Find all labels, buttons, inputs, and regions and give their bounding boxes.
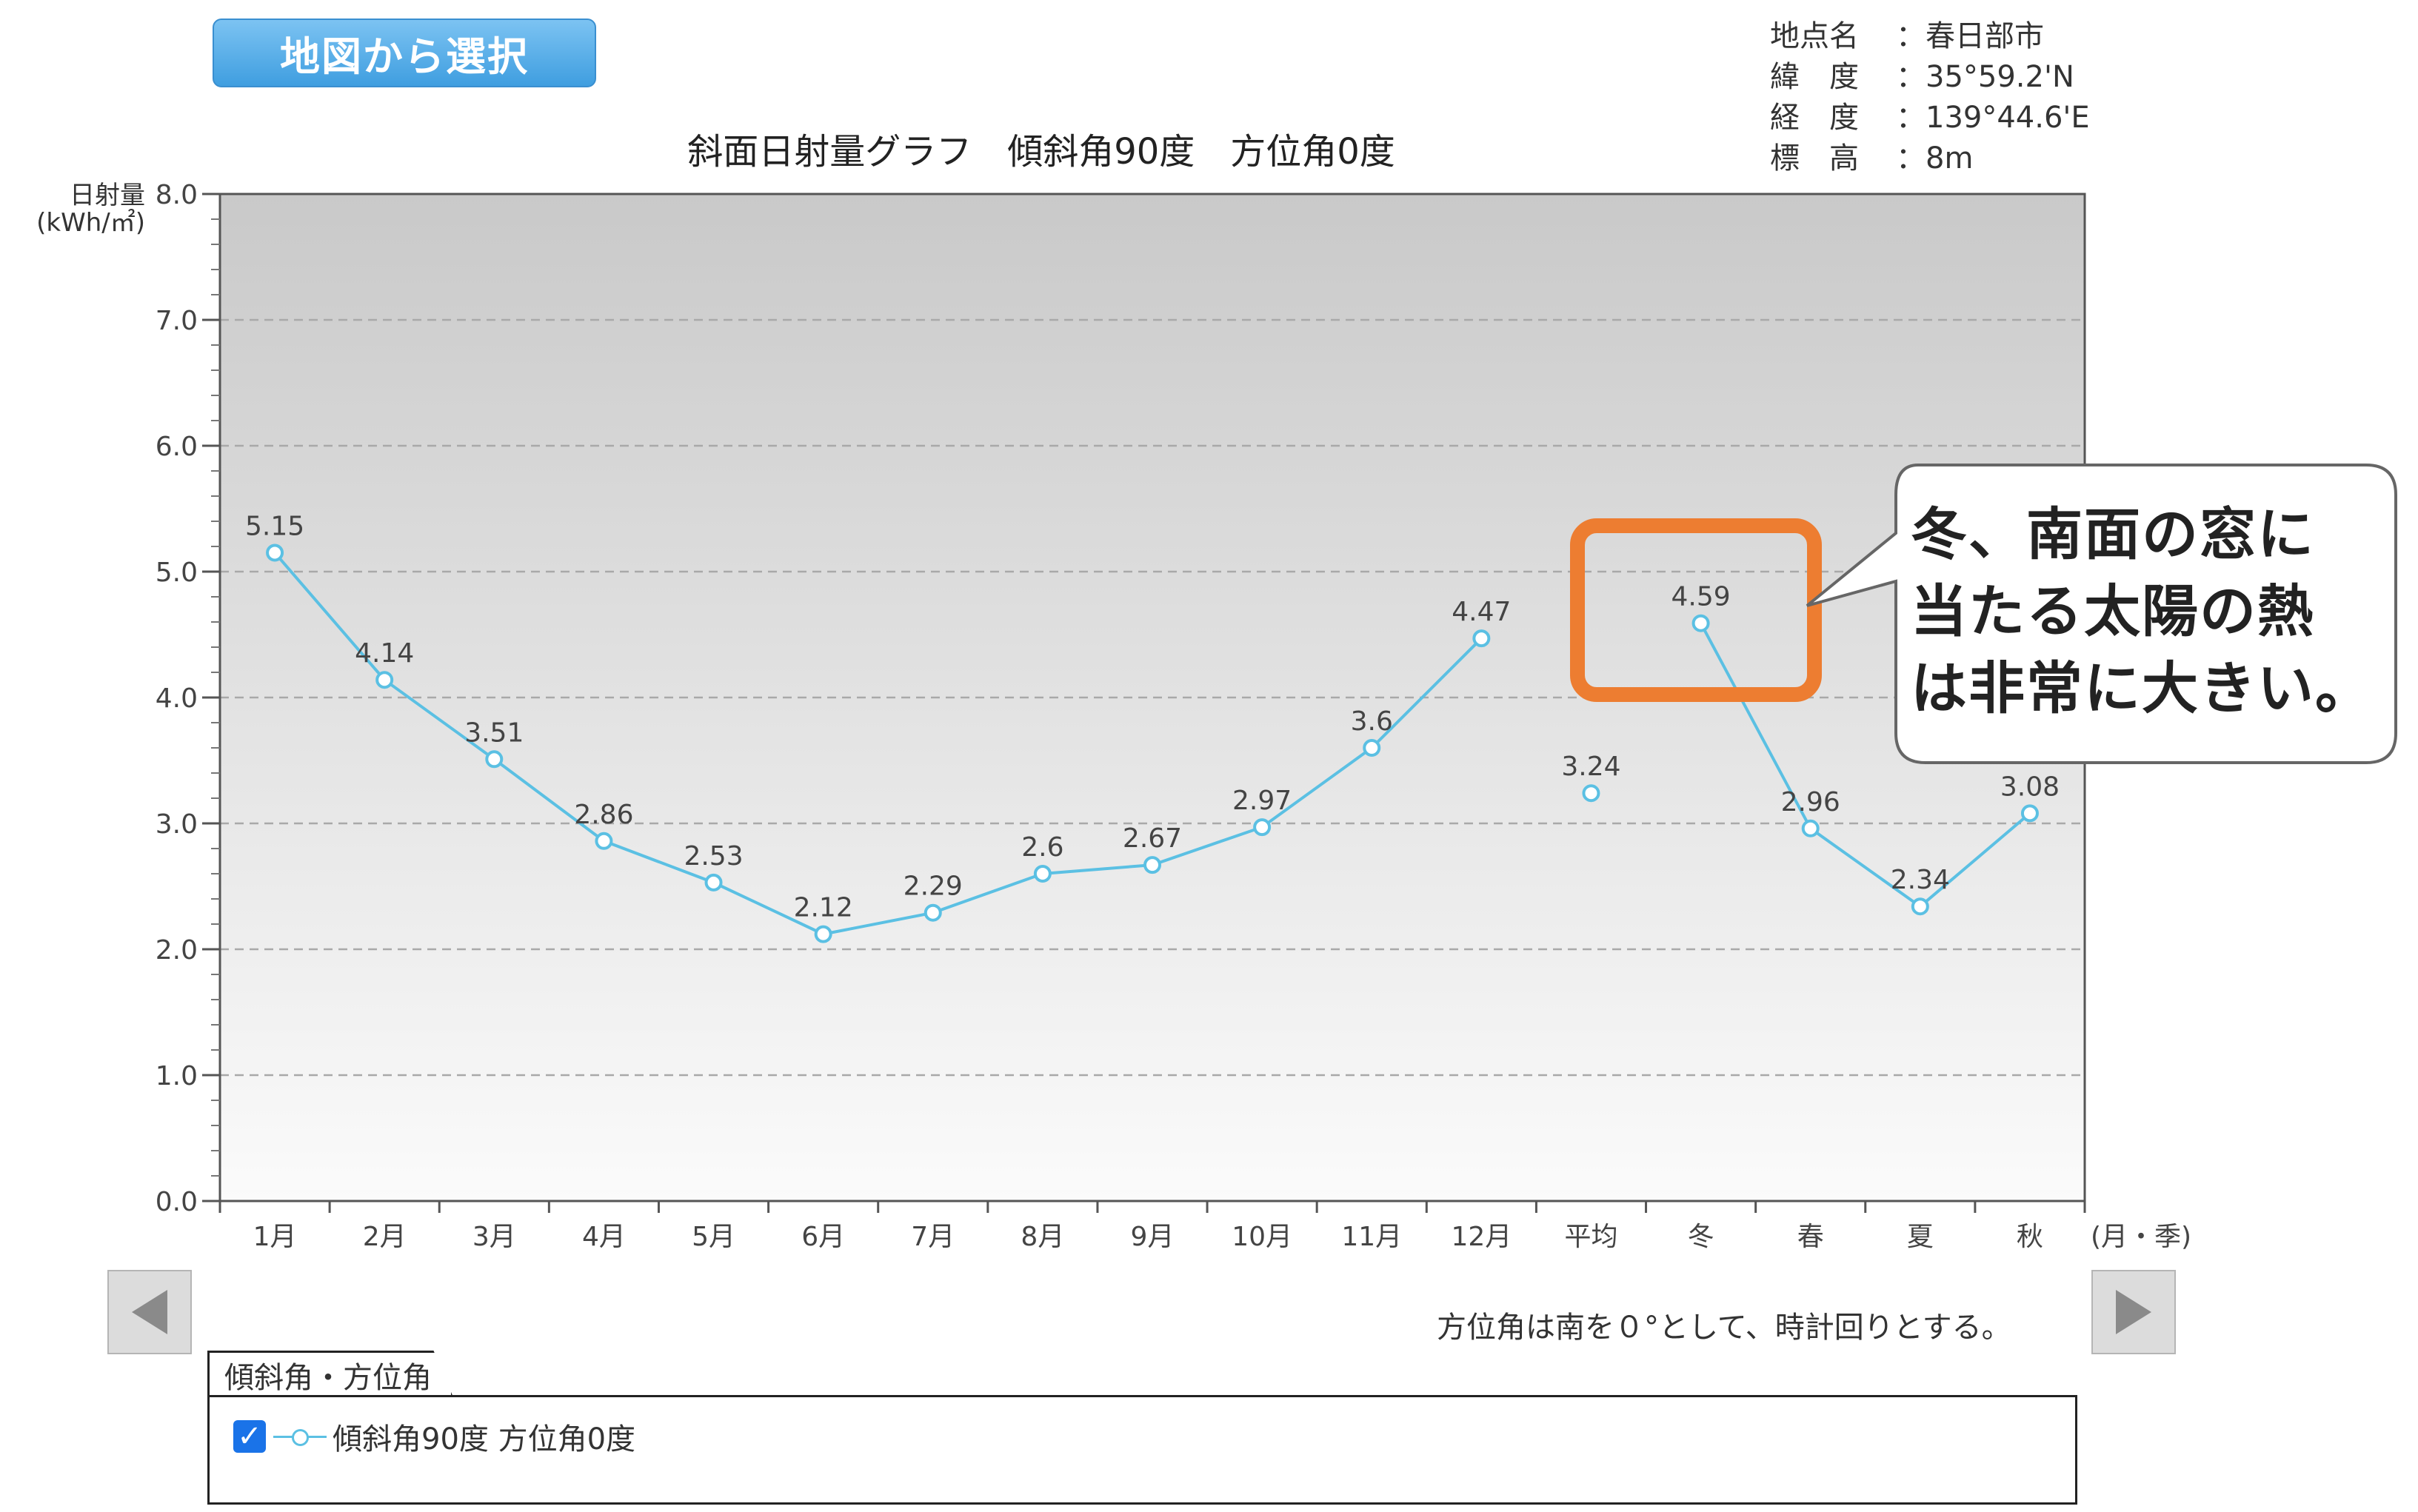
- data-label: 4.14: [355, 638, 414, 669]
- y-tick-label: 7.0: [156, 306, 198, 336]
- data-point: [485, 750, 504, 769]
- data-label: 2.97: [1232, 786, 1292, 816]
- data-label: 4.47: [1452, 597, 1511, 627]
- prev-button[interactable]: [107, 1270, 192, 1354]
- data-point: [1253, 818, 1272, 837]
- legend-box: ✓ 傾斜角90度 方位角0度: [207, 1395, 2077, 1505]
- data-label: 2.29: [904, 872, 963, 902]
- y-tick-label: 6.0: [156, 432, 198, 462]
- data-point: [1911, 897, 1929, 916]
- y-tick-label: 5.0: [156, 558, 198, 588]
- legend-label: 傾斜角90度 方位角0度: [333, 1422, 636, 1456]
- data-point: [2020, 804, 2039, 823]
- callout-line: 冬、南面の窓に: [1911, 501, 2315, 567]
- x-tick-label: 3月: [472, 1222, 516, 1252]
- x-tick-label: 1月: [253, 1222, 297, 1252]
- data-label: 3.24: [1561, 752, 1620, 782]
- data-point: [704, 873, 723, 892]
- data-point: [1801, 819, 1820, 837]
- data-point: [1363, 739, 1381, 757]
- data-point: [814, 925, 832, 943]
- elevation-value: ：8m: [1896, 141, 1974, 175]
- latitude-label: 緯 度: [1770, 60, 1859, 94]
- data-label: 5.15: [245, 512, 304, 542]
- legend-item[interactable]: ✓ 傾斜角90度 方位角0度: [233, 1415, 635, 1458]
- x-tick-label: 7月: [911, 1222, 955, 1252]
- x-axis-unit: (月・季): [2091, 1222, 2191, 1252]
- longitude-row: 経 度 ：139°44.6'E: [1770, 98, 2090, 138]
- latitude-row: 緯 度 ：35°59.2'N: [1770, 57, 2090, 98]
- data-label: 3.08: [2000, 772, 2060, 802]
- data-point: [266, 543, 284, 562]
- location-name-label: 地点名: [1770, 19, 1859, 53]
- y-tick-label: 3.0: [156, 809, 198, 840]
- y-tick-label: 4.0: [156, 683, 198, 714]
- data-label: 2.96: [1781, 787, 1840, 817]
- data-point: [924, 903, 942, 922]
- highlight-box: [1570, 518, 1822, 702]
- legend-line-icon: [273, 1420, 327, 1453]
- x-tick-label: 8月: [1021, 1222, 1064, 1252]
- elevation-row: 標 高 ：8m: [1770, 138, 2090, 179]
- latitude-value: ：35°59.2'N: [1896, 60, 2074, 94]
- longitude-label: 経 度: [1770, 101, 1859, 135]
- next-button[interactable]: [2091, 1270, 2176, 1354]
- x-tick-label: 6月: [801, 1222, 845, 1252]
- x-tick-label: 夏: [1907, 1222, 1934, 1252]
- data-point: [595, 832, 613, 850]
- x-tick-label: 9月: [1131, 1222, 1175, 1252]
- triangle-left-icon: [132, 1290, 167, 1334]
- location-name-value: ：春日部市: [1896, 19, 2044, 53]
- y-axis-label: 日射量: [70, 181, 145, 210]
- data-point: [1472, 629, 1491, 648]
- x-tick-label: 冬: [1688, 1222, 1714, 1252]
- data-label: 2.34: [1891, 865, 1950, 895]
- y-tick-label: 2.0: [156, 935, 198, 966]
- data-label: 3.6: [1351, 706, 1393, 737]
- data-label: 3.51: [464, 717, 524, 748]
- chart-title: 斜面日射量グラフ 傾斜角90度 方位角0度: [687, 131, 1395, 173]
- data-label: 2.53: [684, 841, 743, 872]
- location-name-row: 地点名 ：春日部市: [1770, 16, 2090, 57]
- x-tick-label: 2月: [363, 1222, 407, 1252]
- x-tick-label: 5月: [692, 1222, 735, 1252]
- data-label: 2.12: [794, 893, 853, 923]
- data-point: [1691, 614, 1710, 632]
- x-tick-label: 11月: [1341, 1222, 1402, 1252]
- location-info: 地点名 ：春日部市 緯 度 ：35°59.2'N 経 度 ：139°44.6'E…: [1770, 16, 2090, 179]
- data-point: [375, 671, 394, 689]
- data-label: 2.67: [1123, 823, 1182, 854]
- legend-tab: 傾斜角・方位角: [207, 1351, 453, 1397]
- series-line: [273, 552, 1483, 936]
- data-point: [1033, 865, 1052, 883]
- series-line: [1699, 622, 2031, 909]
- x-tick-label: 4月: [582, 1222, 626, 1252]
- x-tick-label: 12月: [1451, 1222, 1512, 1252]
- callout-line: は非常に大きい。: [1911, 655, 2373, 721]
- elevation-label: 標 高: [1770, 141, 1859, 175]
- triangle-right-icon: [2116, 1290, 2151, 1334]
- x-tick-label: 平均: [1564, 1222, 1617, 1252]
- y-tick-label: 1.0: [156, 1061, 198, 1091]
- data-label: 2.6: [1021, 832, 1063, 863]
- callout-text: 冬、南面の窓に 当たる太陽の熱 は非常に大きい。: [1911, 496, 2385, 727]
- y-axis-unit: (kWh/㎡): [36, 208, 145, 238]
- data-label: 4.59: [1671, 582, 1731, 612]
- callout-line: 当たる太陽の熱: [1911, 578, 2315, 644]
- x-tick-label: 10月: [1232, 1222, 1292, 1252]
- y-tick-label: 8.0: [156, 180, 198, 210]
- x-tick-label: 春: [1797, 1222, 1824, 1252]
- callout-bubble: [1806, 464, 2397, 764]
- data-label: 2.86: [574, 800, 633, 830]
- checkbox-checked-icon[interactable]: ✓: [233, 1420, 266, 1453]
- data-point: [1143, 856, 1161, 874]
- x-tick-label: 秋: [2017, 1222, 2043, 1252]
- data-point: [1582, 784, 1600, 803]
- y-tick-label: 0.0: [156, 1187, 198, 1217]
- longitude-value: ：139°44.6'E: [1896, 101, 2090, 135]
- map-select-button[interactable]: 地図から選択: [213, 19, 596, 87]
- azimuth-note: 方位角は南を０°として、時計回りとする。: [1437, 1311, 2011, 1345]
